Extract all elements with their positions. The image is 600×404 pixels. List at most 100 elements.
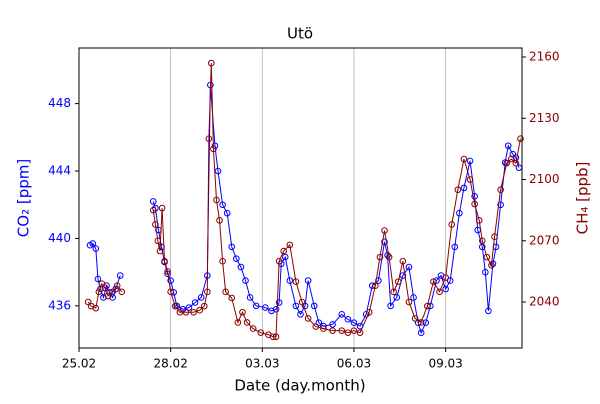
data-point [460,184,468,192]
data-point [101,284,109,292]
data-point [304,277,312,284]
y-tick-label: 448 [48,96,71,110]
data-point [442,274,449,281]
data-point [344,329,352,336]
data-point [185,304,193,311]
data-point [196,306,203,314]
data-point [320,325,327,332]
data-point [281,253,289,261]
data-point [100,294,107,301]
data-point [304,315,312,322]
data-point [456,209,463,217]
y-axis-label: CO₂ [ppm] [15,159,33,237]
data-point [223,209,231,217]
data-point [216,217,223,224]
data-point [384,252,391,259]
data-point [219,257,226,265]
data-point [471,193,478,200]
data-point [92,304,100,312]
data-point [338,327,346,334]
data-point [204,288,211,296]
series-line [87,63,521,338]
x-tick-label: 28.02 [153,357,187,371]
y2-tick-label: 2160 [529,49,560,63]
data-point [417,319,425,326]
x-tick-label: 06.03 [337,357,371,371]
data-point [149,198,157,205]
data-point [430,278,437,285]
data-point [375,277,382,284]
data-point [149,206,157,214]
data-point [466,157,474,165]
data-point [191,299,199,306]
data-point [454,186,462,194]
data-point [329,321,336,328]
data-point [497,186,504,194]
data-point [471,200,478,208]
data-point [205,135,213,142]
data-point [167,277,174,284]
data-point [503,159,511,167]
data-point [488,261,495,269]
data-point [257,329,265,336]
data-point [228,243,236,251]
data-point [113,282,121,290]
x-tick-label: 03.03 [245,357,279,371]
data-point [405,298,413,306]
data-point [190,308,197,316]
data-point [109,288,116,296]
data-point [243,319,251,326]
y-tick-label: 444 [48,164,71,178]
data-point [239,308,246,316]
data-point [446,277,454,284]
data-point [381,238,388,246]
data-point [411,315,419,322]
data-point [292,302,300,310]
data-point [272,305,280,313]
data-point [442,285,449,293]
y2-tick-label: 2130 [529,111,560,125]
data-point [329,327,336,334]
data-point [94,275,102,283]
data-point [422,319,430,327]
data-point [252,302,260,310]
data-point [161,257,168,265]
y-tick-label: 440 [48,231,71,245]
data-point [242,277,249,284]
data-point [104,292,112,300]
plot-frame [78,47,523,349]
data-point [292,278,300,285]
data-point [118,288,126,296]
data-point [310,302,318,310]
data-point [312,323,320,330]
data-point [433,277,440,284]
data-point [338,310,346,318]
data-point [92,245,100,252]
data-point [423,302,431,310]
data-point [508,155,515,163]
data-point [381,227,388,234]
data-point [286,277,294,284]
y2-tick-label: 2070 [529,233,560,247]
data-point [213,196,220,204]
data-point [246,294,254,301]
data-point [475,217,483,224]
data-point [390,288,397,296]
x-axis-label: Date (day.month) [234,377,365,395]
data-point [182,308,190,316]
data-point [275,299,283,306]
data-point [234,319,242,326]
data-point [200,302,208,310]
data-point [207,59,215,67]
data-point [116,272,124,279]
data-point [448,221,456,228]
data-point [497,201,504,209]
data-point [372,282,379,290]
data-point [483,253,491,261]
data-point [275,257,283,265]
data-point [517,135,524,142]
data-point [298,298,306,306]
data-point [436,288,443,296]
data-point [393,294,401,301]
